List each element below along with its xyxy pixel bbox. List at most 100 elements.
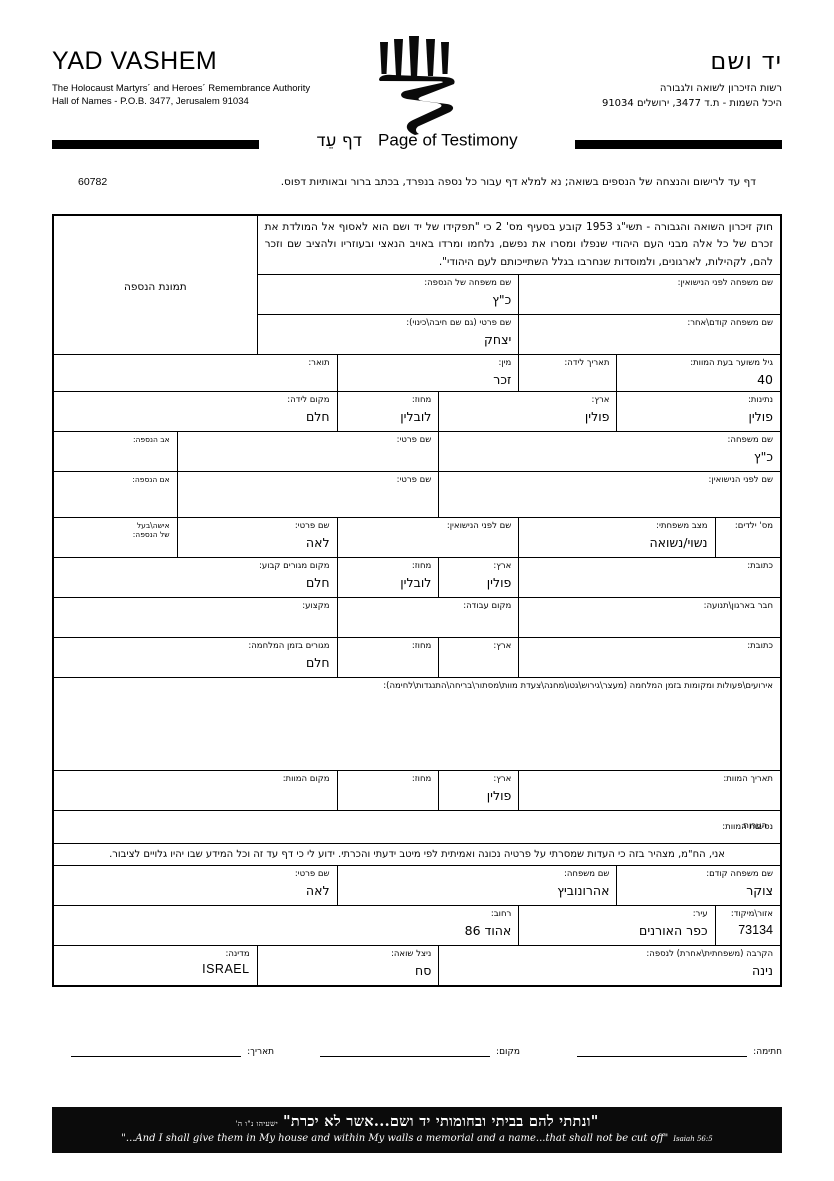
field-date-of-death[interactable]: תאריך המוות:: [518, 769, 781, 811]
date-field[interactable]: תאריך:: [71, 1043, 274, 1057]
field-label: מצב משפחתי:: [656, 520, 708, 531]
field-spouse-name-before-marriage[interactable]: שם לפני הנישואין:: [336, 516, 520, 558]
footer-quote-english-source: Isaiah 56:5: [673, 1135, 713, 1144]
table-row-spouse: מס' ילדים: מצב משפחתי: נשוי/נשואה שם לפנ…: [53, 516, 782, 558]
place-field[interactable]: מקום:: [320, 1043, 520, 1057]
declaration-text-cell: אני, הח"מ, מצהיר בזה כי העדות שמסרתי על …: [53, 842, 781, 866]
field-submitter-city[interactable]: עיר: כפר האורנים: [518, 904, 716, 946]
field-marital-status[interactable]: מצב משפחתי: נשוי/נשואה: [518, 516, 716, 558]
field-value: פולין: [584, 408, 610, 424]
footer-quote-english-line: "...And I shall give them in My house an…: [52, 1133, 782, 1145]
field-residence-address[interactable]: כתובת:: [518, 556, 781, 598]
table-row-permanent-residence: כתובת: ארץ: פולין מחוז: לובלין מקום מגור…: [53, 556, 781, 598]
table-row-profession: חבר בארגון\תנועה: מקום עבודה: מקצוע:: [53, 596, 781, 638]
table-row-submitter-name: שם משפחה קודם: צוקר שם משפחה: אהרונוביץ …: [53, 864, 781, 906]
field-value: כ"ץ: [492, 292, 512, 308]
field-wartime-country[interactable]: ארץ:: [438, 636, 520, 678]
signature-field[interactable]: חתימה:: [577, 1043, 782, 1057]
document-subtitle: דף עד לרישום והנצחה של הנספים בשואה; נא …: [280, 176, 756, 188]
field-workplace[interactable]: מקום עבודה:: [336, 596, 520, 638]
field-place-of-death[interactable]: מקום המוות:: [53, 769, 338, 811]
document-title-hebrew: דף עֵד: [316, 130, 363, 151]
signature-line[interactable]: [577, 1043, 748, 1057]
field-label: שם פרטי:: [294, 520, 330, 531]
field-residence-country[interactable]: ארץ: פולין: [438, 556, 520, 598]
field-label: מקום המוות:: [282, 773, 330, 784]
brand-subtitle-hebrew-2: היכל השמות - ת.ד 3477, ירושלים 91034: [601, 98, 782, 110]
field-submitter-first-name[interactable]: שם פרטי: לאה: [53, 864, 338, 906]
field-value: לאה: [305, 534, 330, 550]
field-value: 73134: [738, 922, 773, 937]
row-header-mother: אם הנספה:: [53, 470, 178, 518]
field-submitter-family-name[interactable]: שם משפחה: אהרונוביץ: [336, 864, 618, 906]
field-wartime-residence[interactable]: מגורים בזמן המלחמה: חלם: [53, 636, 338, 678]
field-family-name-before-marriage[interactable]: שם משפחה לפני הנישואין:: [518, 273, 781, 315]
field-label: מקום מגורים קבוע:: [259, 560, 330, 571]
field-label: תאריך המוות:: [723, 773, 773, 784]
field-gender[interactable]: מין: זכר: [336, 353, 520, 392]
brand-name-english: YAD VASHEM: [52, 47, 218, 75]
field-estimated-age-at-death[interactable]: גיל משוער בעת המוות: 40: [616, 353, 781, 392]
brand-subtitle-english-1: The Holocaust Martyrs´ and Heroes´ Remem…: [52, 82, 311, 94]
header-hebrew-block: יד ושם רשות הזיכרון לשואה ולגבורה היכל ה…: [602, 48, 782, 111]
field-label: כתובת:: [747, 640, 773, 651]
field-wartime-district[interactable]: מחוז:: [336, 636, 440, 678]
field-father-family-name[interactable]: שם משפחה: כ"ץ: [438, 430, 781, 472]
field-family-name[interactable]: שם משפחה של הנספה: כ"ץ: [256, 273, 520, 315]
field-submitter-former-family-name[interactable]: שם משפחה קודם: צוקר: [616, 864, 781, 906]
photo-cell[interactable]: תמונת הנספה: [53, 215, 258, 355]
table-row-place-of-birth: נתינות: פולין ארץ: פולין מחוז: לובלין מק…: [53, 390, 781, 432]
field-date-of-birth[interactable]: תאריך לידה:: [518, 353, 618, 392]
field-label: מקום עבודה:: [463, 600, 512, 611]
field-permanent-residence[interactable]: מקום מגורים קבוע: חלם: [53, 556, 338, 598]
place-line[interactable]: [320, 1043, 491, 1057]
field-label: נתינות:: [747, 394, 773, 405]
field-first-name[interactable]: שם פרטי (גם שם חיבה\כינוי): יצחק: [256, 313, 520, 355]
date-line[interactable]: [71, 1043, 242, 1057]
field-profession[interactable]: מקצוע:: [53, 596, 338, 638]
field-label: שם משפחה קודם:: [706, 868, 773, 879]
field-children-count[interactable]: מס' ילדים:: [714, 516, 782, 558]
field-wartime-address[interactable]: כתובת:: [518, 636, 781, 678]
field-label: תואר:: [308, 357, 330, 368]
field-label: תאריך לידה:: [564, 357, 610, 368]
field-former-family-name[interactable]: שם משפחה קודם\אחר:: [518, 313, 781, 355]
field-value: לאה: [305, 882, 330, 898]
field-circumstances-of-death[interactable]: נסיבות המוות: הערות: [53, 809, 781, 844]
footer-quote-hebrew: "ונתתי להם בביתי ובחומותי יד ושם...אשר ל…: [282, 1113, 599, 1130]
row-header-father: אב הנספה:: [53, 430, 178, 472]
field-father-first-name[interactable]: שם פרטי:: [176, 430, 440, 472]
field-submitter-survivor[interactable]: ניצל שואה: סח: [256, 944, 440, 986]
field-birth-district[interactable]: מחוז: לובלין: [336, 390, 440, 432]
field-birth-country[interactable]: ארץ: פולין: [438, 390, 618, 432]
field-label: שם משפחה:: [563, 868, 610, 879]
table-row-wartime-events: אירועים\פעולות ומקומות בזמן המלחמה (מעצר…: [53, 676, 781, 771]
field-title[interactable]: תואר:: [53, 353, 338, 392]
field-submitter-street[interactable]: רחוב: אהוד 86: [52, 904, 520, 946]
field-value: ISRAEL: [202, 961, 250, 976]
field-label: מס' ילדים:: [734, 520, 773, 531]
field-label: שם משפחה קודם\אחר:: [687, 317, 773, 328]
field-mother-name-before-marriage[interactable]: שם לפני הנישואין:: [438, 470, 781, 518]
field-value: אהוד 86: [464, 922, 512, 938]
field-label: עיר:: [692, 908, 708, 919]
field-value: פולין: [486, 574, 512, 590]
field-nationality[interactable]: נתינות: פולין: [616, 390, 781, 432]
field-label: רחוב:: [490, 908, 512, 919]
field-submitter-country[interactable]: מדינה: ISRAEL: [53, 944, 258, 986]
field-label: נסיבות המוות:: [722, 821, 773, 832]
field-spouse-first-name[interactable]: שם פרטי: לאה: [176, 516, 338, 558]
document-title-english: Page of Testimony: [378, 130, 518, 150]
field-value: פולין: [486, 787, 512, 803]
field-place-of-birth[interactable]: מקום לידה: חלם: [53, 390, 338, 432]
field-death-country[interactable]: ארץ: פולין: [438, 769, 520, 811]
field-death-district[interactable]: מחוז:: [336, 769, 440, 811]
field-value: חלם: [305, 654, 330, 670]
field-submitter-relation[interactable]: הקרבה (משפחתית\אחרת) לנספה: נינה: [438, 944, 781, 986]
field-wartime-events[interactable]: אירועים\פעולות ומקומות בזמן המלחמה (מעצר…: [53, 676, 781, 771]
field-label: כתובת:: [747, 560, 773, 571]
field-submitter-zip[interactable]: אזור\מיקוד: 73134: [714, 904, 782, 946]
field-organization-member[interactable]: חבר בארגון\תנועה:: [518, 596, 781, 638]
field-residence-district[interactable]: מחוז: לובלין: [336, 556, 440, 598]
field-mother-first-name[interactable]: שם פרטי:: [176, 470, 440, 518]
